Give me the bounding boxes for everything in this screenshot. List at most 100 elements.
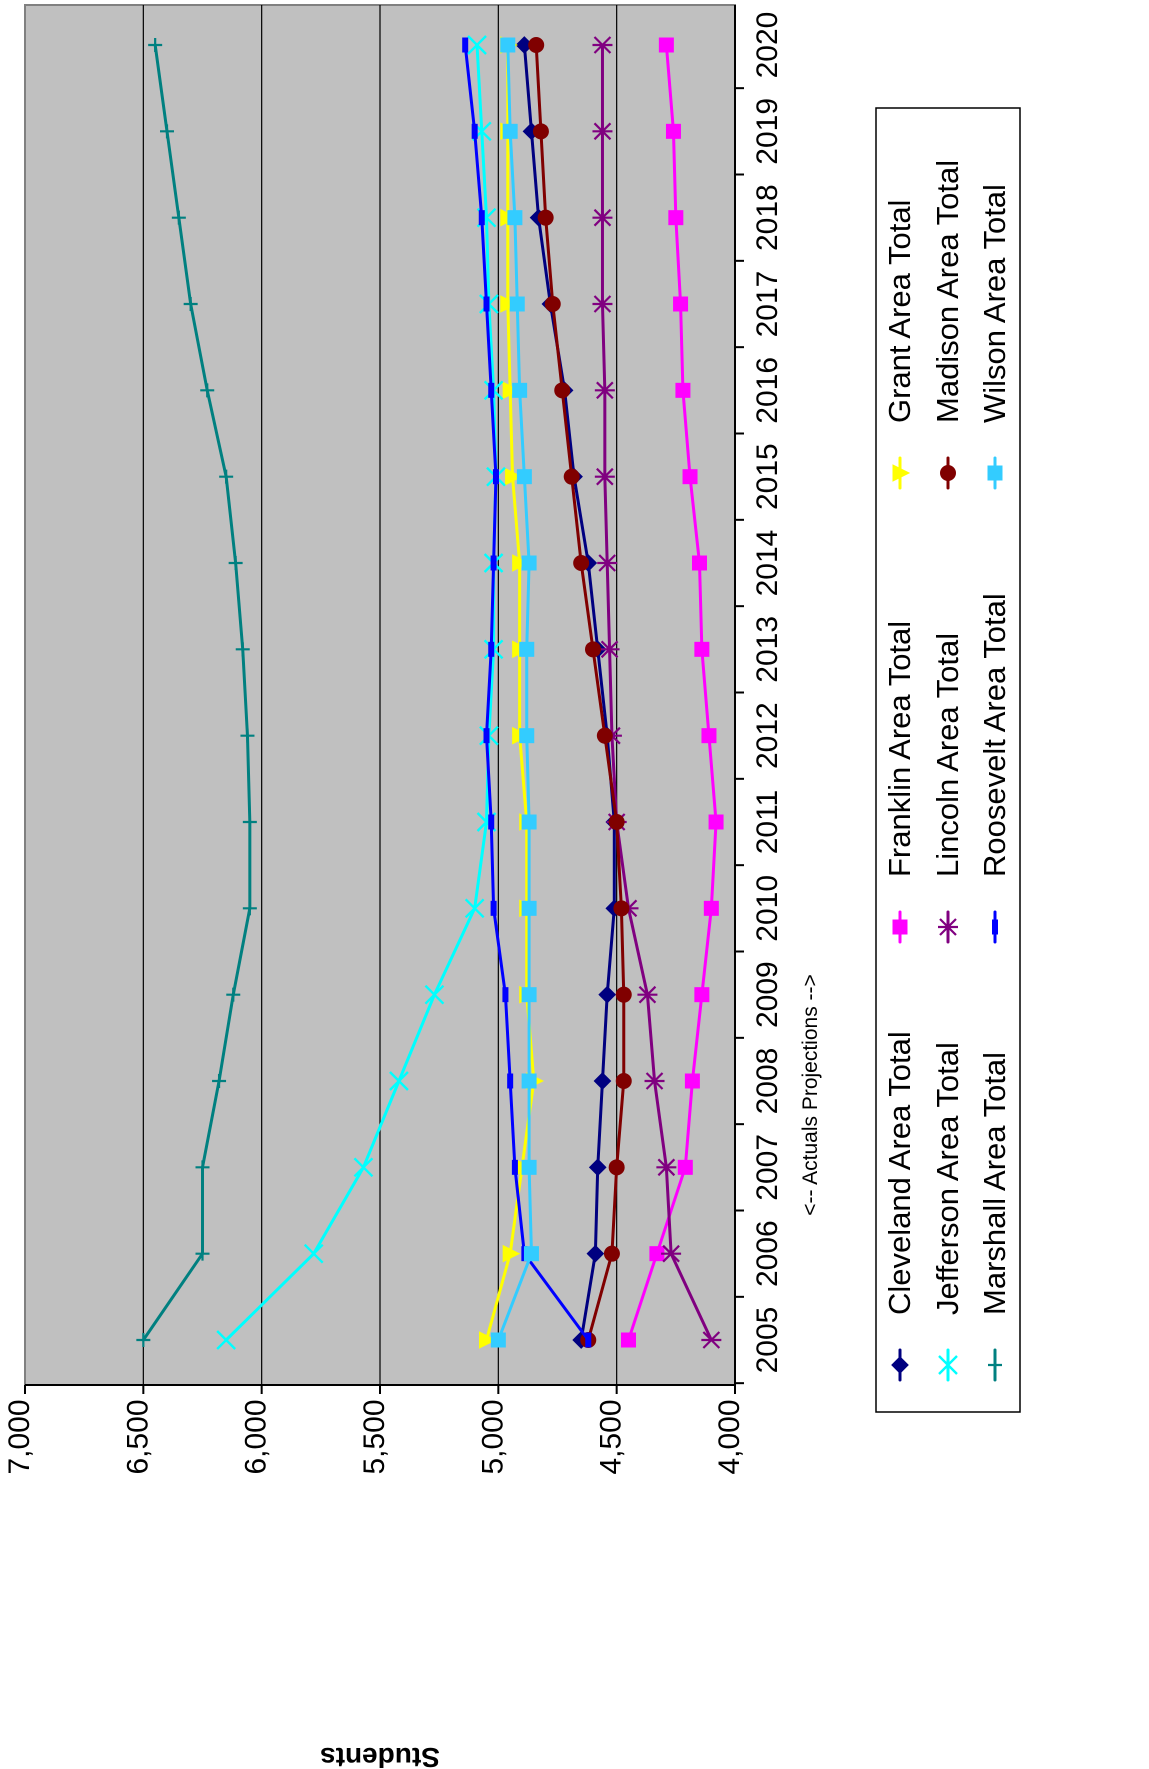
actuals-projections-note: <-- Actuals Projections --> [799,974,822,1216]
series-marker-x [353,1157,374,1178]
series-marker-circle [532,123,549,140]
series-marker-triangle [512,554,530,572]
series-marker-x [424,984,445,1005]
year-tick-label: 2008 [751,1048,784,1115]
legend-label: Wilson Area Total [977,184,1012,423]
series-marker-bar [471,123,478,139]
value-tick-label: 7,000 [3,1399,36,1474]
value-tick-label: 5,500 [358,1399,391,1474]
series-line [496,43,533,1342]
legend-label: Lincoln Area Total [930,633,965,877]
year-tick-label: 2013 [751,616,784,683]
series-marker-square [694,987,710,1003]
series-marker-star [644,1072,665,1090]
series-marker-square [521,900,537,916]
series-marker-diamond [598,985,617,1004]
series-marker-bar [490,555,497,571]
series-marker-square [703,900,719,916]
series-marker-square [987,465,1003,481]
series-marker-plus [200,383,215,398]
year-tick-label: 2019 [751,98,784,165]
year-tick-label: 2015 [751,443,784,510]
series-line [463,43,590,1342]
year-tick-label: 2014 [751,530,784,597]
series-marker-square [892,919,908,935]
series-marker-square [507,210,523,226]
series-marker-bar [478,210,485,226]
series-marker-circle [608,1159,625,1176]
series-marker-star [592,122,613,141]
series-marker-star [656,1158,677,1177]
series-marker-diamond [593,1072,612,1090]
series-marker-square [500,37,516,53]
series-marker-star [597,554,618,572]
series-marker-star [592,36,613,54]
series-marker-plus [988,1358,1002,1372]
series-marker-square [673,296,689,312]
series-marker-star [938,918,958,936]
series-marker-star [637,985,658,1004]
plot-area-group [24,4,736,1386]
series-marker-plus [240,728,255,743]
y-axis-title: Students [320,1742,440,1769]
series-marker-triangle [892,464,911,482]
series-marker-bar [483,296,490,312]
year-tick-label: 2005 [751,1307,784,1374]
series-marker-triangle [479,1331,497,1349]
series-marker-bar [992,919,998,935]
series-marker-square [675,382,691,398]
series-franklin-area-total [621,37,724,1348]
series-marker-circle [603,1245,620,1262]
series-marker-triangle [502,1244,521,1263]
series-marker-square [694,641,710,657]
series-marker-x [938,1355,958,1375]
series-line [141,43,252,1342]
legend-label: Madison Area Total [930,160,965,423]
series-marker-bar [488,641,495,657]
series-marker-square [519,728,535,744]
series-marker-circle [608,814,625,830]
series-marker-circle [615,1073,632,1089]
series-marker-bar [483,728,490,744]
series-line [522,43,616,1342]
series-marker-bar [502,987,509,1003]
series-marker-x [216,1330,237,1350]
year-tick-label: 2020 [751,12,784,79]
series-marker-star [592,295,613,313]
year-tick-label: 2012 [751,702,784,769]
legend-label: Jefferson Area Total [930,1042,965,1315]
series-marker-square [523,1246,539,1262]
value-tick-label: 6,000 [240,1399,273,1474]
series-marker-plus [183,297,198,311]
series-marker-triangle [502,381,521,400]
series-marker-plus [219,469,234,484]
series-marker-square [668,210,684,226]
series-marker-bar [490,900,497,916]
value-tick-label: 4,500 [595,1399,628,1474]
series-marker-circle [573,555,590,571]
series-marker-square [509,296,525,312]
series-marker-plus [242,901,257,916]
year-tick-label: 2018 [751,184,784,251]
series-marker-plus [160,124,174,139]
series-marker-plus [242,815,257,829]
series-marker-bar [488,814,495,830]
series-marker-square [708,814,724,830]
series-marker-star [592,208,613,227]
series-marker-square [684,1073,700,1089]
series-marker-plus [235,642,250,657]
series-marker-x [389,1071,409,1091]
series-marker-circle [940,465,956,481]
series-marker-circle [554,382,571,399]
series-madison-area-total [528,37,632,1348]
legend-label: Cleveland Area Total [882,1031,917,1315]
series-marker-x [303,1243,324,1264]
value-tick-label: 4,000 [713,1399,746,1474]
series-marker-circle [615,986,632,1003]
series-line [627,43,718,1342]
series-marker-square [692,555,707,571]
series-line [534,43,626,1342]
series-marker-square [682,469,698,485]
year-tick-label: 2009 [751,961,784,1028]
